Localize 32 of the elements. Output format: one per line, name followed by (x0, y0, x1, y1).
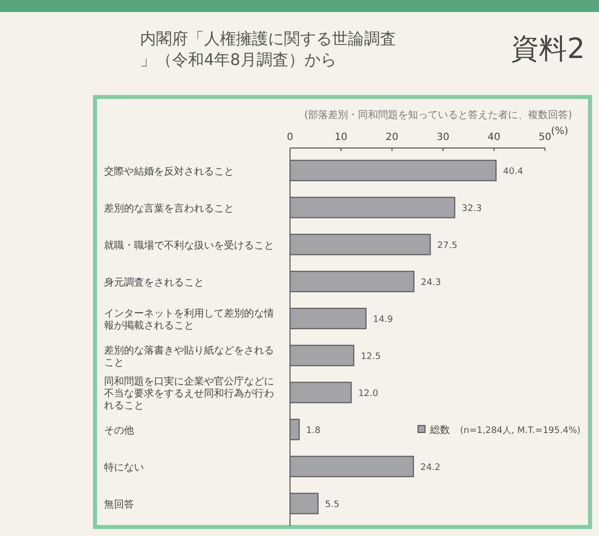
x-tick-label: 50 (538, 132, 552, 143)
y-tick-label: 就職・職場で不利な扱いを受けること (104, 240, 274, 252)
data-label: 27.5 (437, 241, 458, 251)
data-label: 12.0 (358, 389, 379, 399)
chart-subtitle: (部落差別・同和問題を知っていると答えた者に、複数回答) (304, 109, 572, 121)
data-label: 32.3 (462, 204, 482, 214)
data-label: 24.3 (420, 278, 441, 288)
data-label: 12.5 (360, 352, 381, 362)
x-tick-label: 40 (488, 132, 500, 143)
chart-title: 内閣府「人権擁護に関する世論調査」（令和4年8月調査）から (140, 29, 396, 69)
y-tick-label: 同和問題を口実に企業や官公庁などに不当な要求をするえせ同和行為が行われること (104, 376, 274, 412)
y-tick-label: 無回答 (104, 498, 134, 510)
legend-label: 総数 (429, 424, 450, 436)
y-tick-label: インターネットを利用して差別的な情報が掲載されること (104, 308, 274, 332)
x-axis-title: (%) (551, 126, 568, 137)
data-label: 14.9 (372, 315, 394, 325)
x-tick-label: 10 (334, 132, 348, 143)
x-tick-label: 20 (386, 132, 398, 143)
y-tick-label: 差別的な落書きや貼り紙などをされること (104, 344, 274, 368)
y-tick-label: その他 (104, 424, 134, 436)
x-tick-label: 30 (436, 132, 450, 143)
y-tick-label: 交際や結婚を反対されること (104, 166, 234, 178)
text: 資料2 (511, 32, 585, 65)
y-tick-label: 差別的な言葉を言われること (104, 202, 234, 214)
data-label: 24.2 (420, 463, 440, 473)
data-label: 40.4 (503, 167, 524, 177)
y-tick-label: 特にない (104, 462, 144, 474)
annotation: (n=1,284人, M.T.=195.4%) (460, 425, 581, 436)
data-label: 5.5 (325, 500, 340, 510)
y-tick-label: 身元調査をされること (104, 276, 204, 288)
x-tick-label: 0 (286, 132, 294, 143)
data-label: 1.8 (306, 426, 321, 436)
